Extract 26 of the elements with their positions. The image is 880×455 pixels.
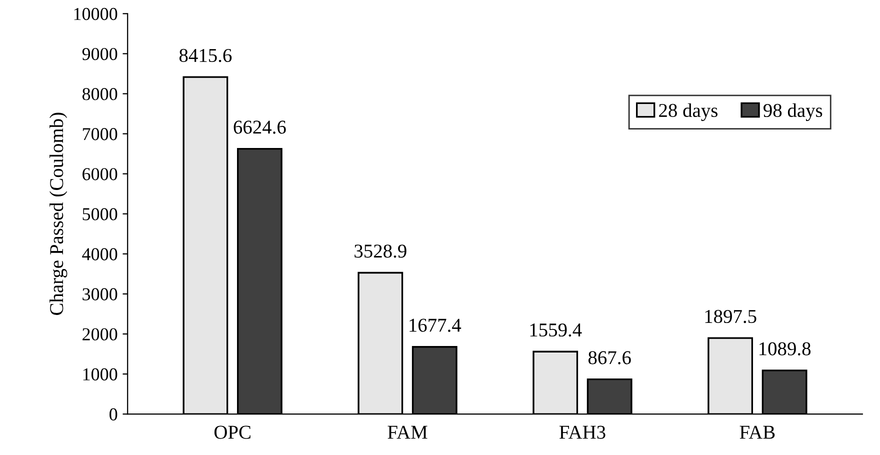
data-label: 1897.5 <box>705 310 756 324</box>
data-label: 8415.6 <box>179 48 232 62</box>
y-tick-label: 9000 <box>82 48 118 60</box>
y-tick-label: 6000 <box>82 168 118 180</box>
y-tick-label: 8000 <box>82 88 118 100</box>
y-tick-label: 5000 <box>82 208 118 220</box>
legend-label: 98 days <box>764 103 822 122</box>
y-tick-label: 2000 <box>82 328 118 340</box>
y-tick-label: 1000 <box>83 368 118 380</box>
data-label: 3528.9 <box>354 244 406 258</box>
legend-label: 28 days <box>659 103 718 122</box>
data-label: 1677.4 <box>410 318 462 332</box>
y-tick-label: 10000 <box>74 8 118 20</box>
data-label: 1559.4 <box>530 323 582 337</box>
x-tick-label: FAB <box>740 426 775 439</box>
y-tick-label: 0 <box>110 408 118 420</box>
data-label: 867.6 <box>588 351 631 364</box>
data-label: 1089.8 <box>760 342 811 356</box>
x-tick-label: FAH3 <box>559 426 606 439</box>
x-tick-label: OPC <box>214 426 250 439</box>
data-label: 6624.6 <box>234 120 286 134</box>
x-tick-label: FAM <box>388 426 428 439</box>
y-tick-label: 4000 <box>82 248 118 260</box>
y-axis-title: Charge Passed (Coulomb) <box>49 112 68 315</box>
y-tick-label: 7000 <box>82 128 118 140</box>
y-tick-label: 3000 <box>82 288 118 300</box>
